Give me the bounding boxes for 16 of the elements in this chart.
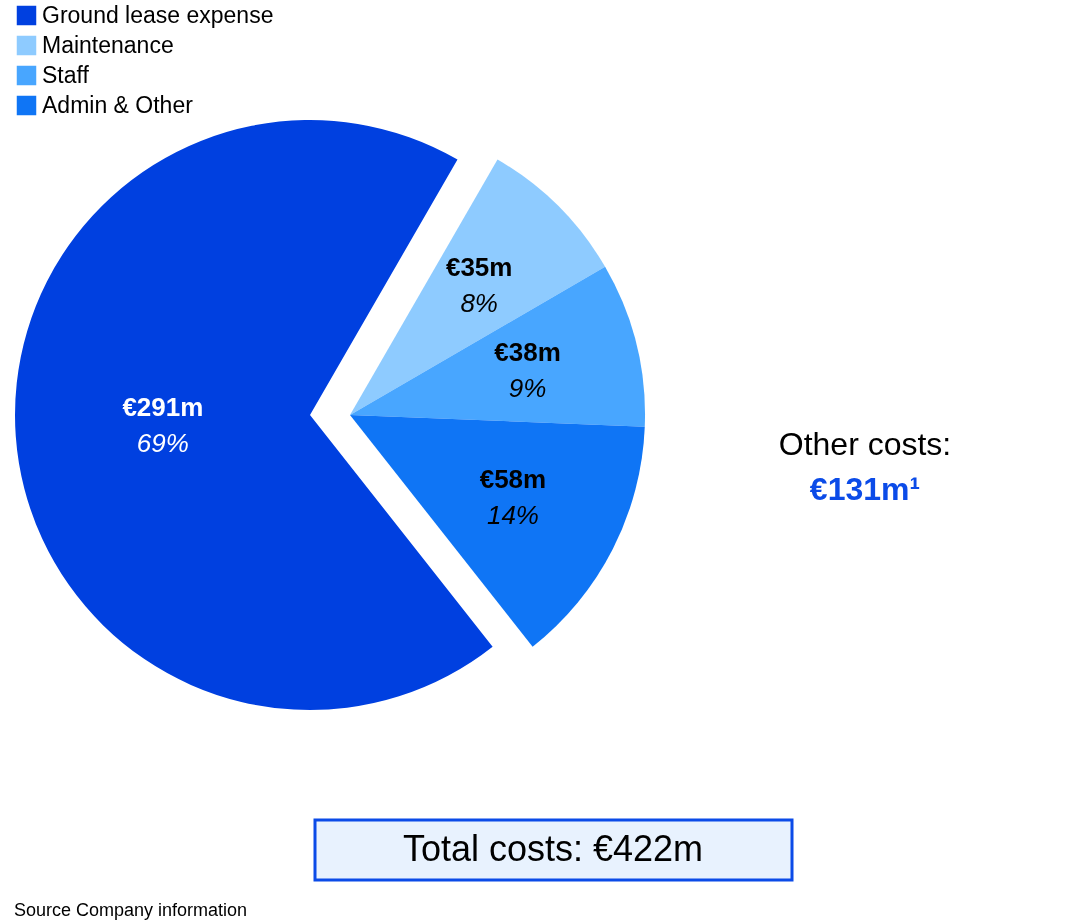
text: €131m¹ bbox=[809, 471, 921, 507]
text: 8% bbox=[460, 287, 498, 318]
legend-label: Admin & Other bbox=[42, 91, 194, 118]
legend-label: Maintenance bbox=[42, 31, 174, 58]
data-label: €291m bbox=[122, 391, 204, 422]
data-label: €35m bbox=[445, 251, 513, 282]
text: Total costs: €422m bbox=[402, 828, 704, 869]
legend-label: Ground lease expense bbox=[42, 1, 274, 28]
text: 9% bbox=[508, 372, 547, 403]
source-note: Source Company information bbox=[14, 900, 248, 920]
text: 14% bbox=[486, 500, 539, 531]
data-label: €58m bbox=[479, 464, 547, 495]
legend-label: Staff bbox=[42, 61, 90, 88]
text: Other costs: bbox=[778, 426, 952, 462]
data-label: €38m bbox=[494, 336, 561, 367]
text: 69% bbox=[136, 427, 189, 458]
